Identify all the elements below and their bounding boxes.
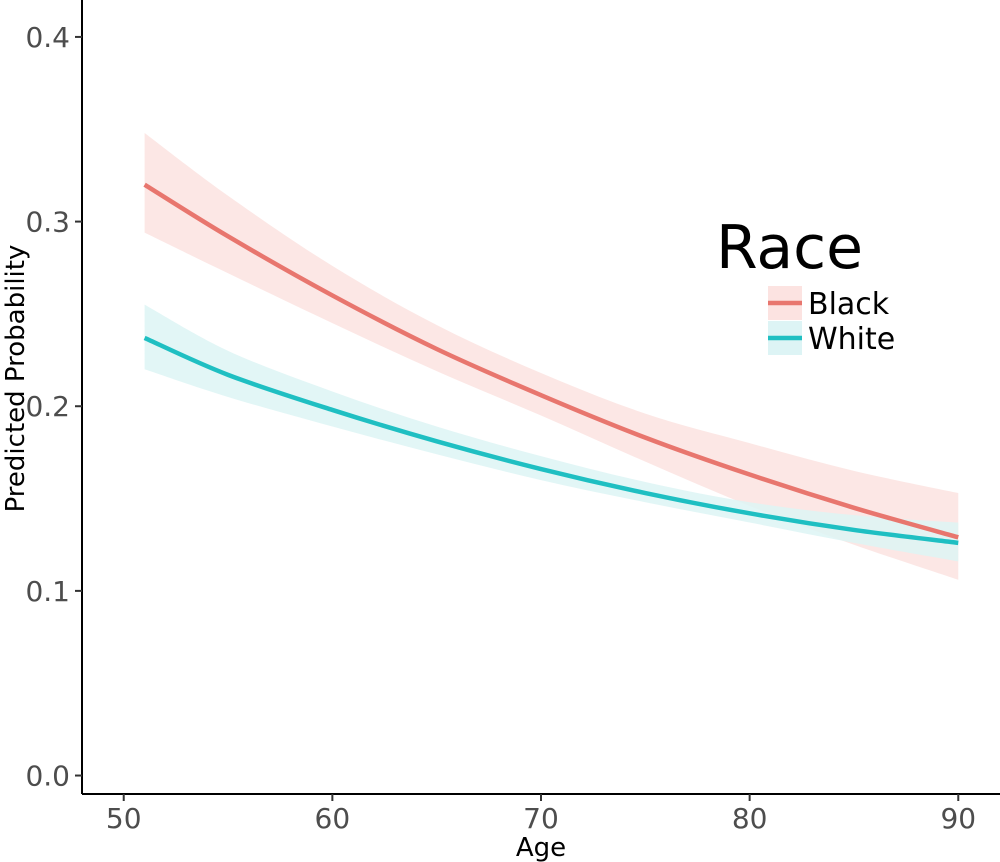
x-tick-label: 50	[106, 802, 142, 835]
confidence-bands	[144, 132, 959, 580]
y-tick-label: 0.3	[25, 206, 70, 239]
y-tick-label: 0.4	[25, 21, 70, 54]
y-tick-label: 0.2	[25, 390, 70, 423]
series-lines	[143, 182, 959, 546]
band-black	[144, 132, 959, 580]
legend-label-white: White	[808, 322, 895, 357]
line-black	[143, 182, 959, 540]
legend-label-black: Black	[808, 287, 890, 322]
line-white	[143, 335, 959, 546]
band-white	[144, 304, 959, 562]
x-axis-title: Age	[516, 833, 566, 862]
y-tick-label: 0.1	[25, 575, 70, 608]
y-axis-title: Predicted Probability	[1, 245, 31, 513]
x-tick-label: 80	[732, 802, 768, 835]
y-tick-label: 0.0	[25, 760, 70, 793]
legend-title: Race	[716, 213, 863, 283]
x-tick-label: 70	[523, 802, 559, 835]
x-tick-label: 90	[940, 802, 976, 835]
x-tick-label: 60	[315, 802, 351, 835]
